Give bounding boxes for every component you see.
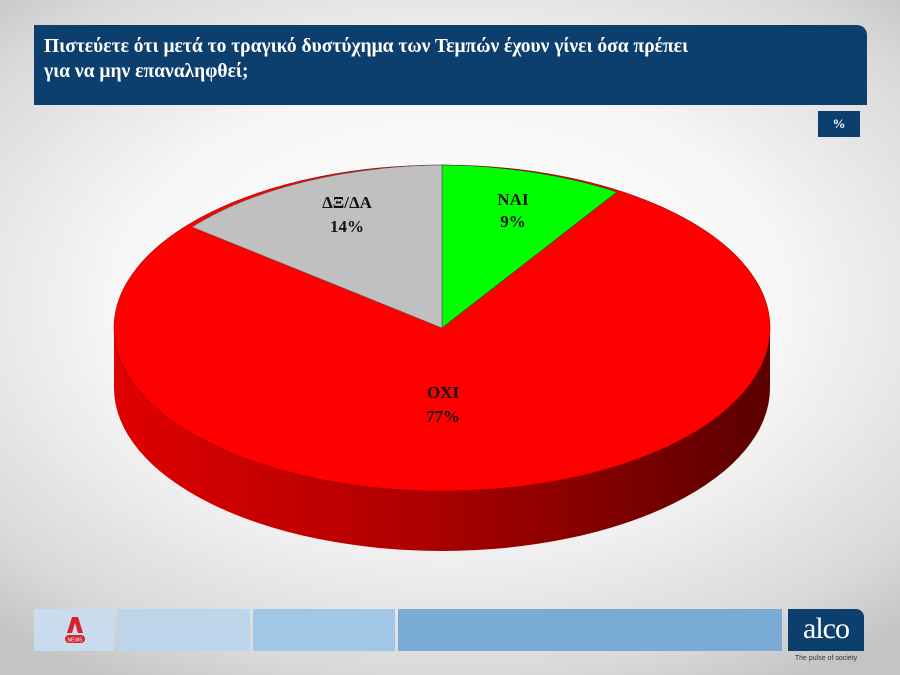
label-dkna-name: ΔΞ/ΔΑ [322,193,373,212]
question-header: Πιστεύετε ότι μετά το τραγικό δυστύχημα … [34,25,867,105]
alco-tagline: The pulse of society [794,655,858,662]
alpha-news-logo: NEWS [34,609,114,651]
alco-logo: alco [788,609,864,651]
question-title-line2: για να μην επαναληφθεί; [44,61,249,82]
footer-band-2 [253,609,395,651]
label-nai-value: 9% [500,212,526,231]
svg-text:NEWS: NEWS [68,638,84,644]
question-title-line1: Πιστεύετε ότι μετά το τραγικό δυστύχημα … [44,36,689,57]
label-oxi-name: ΟΧΙ [427,383,460,402]
label-oxi-value: 77% [426,407,460,426]
label-dkna-value: 14% [330,217,364,236]
footer-band-1 [117,609,250,651]
unit-badge: % [818,111,860,137]
pie-side-wall [114,328,770,551]
slice-dkna [191,164,443,329]
slice-nai [441,164,618,329]
footer-band-3 [398,609,782,651]
alpha-logo-icon: NEWS [65,617,85,644]
label-nai-name: ΝΑΙ [497,190,529,209]
